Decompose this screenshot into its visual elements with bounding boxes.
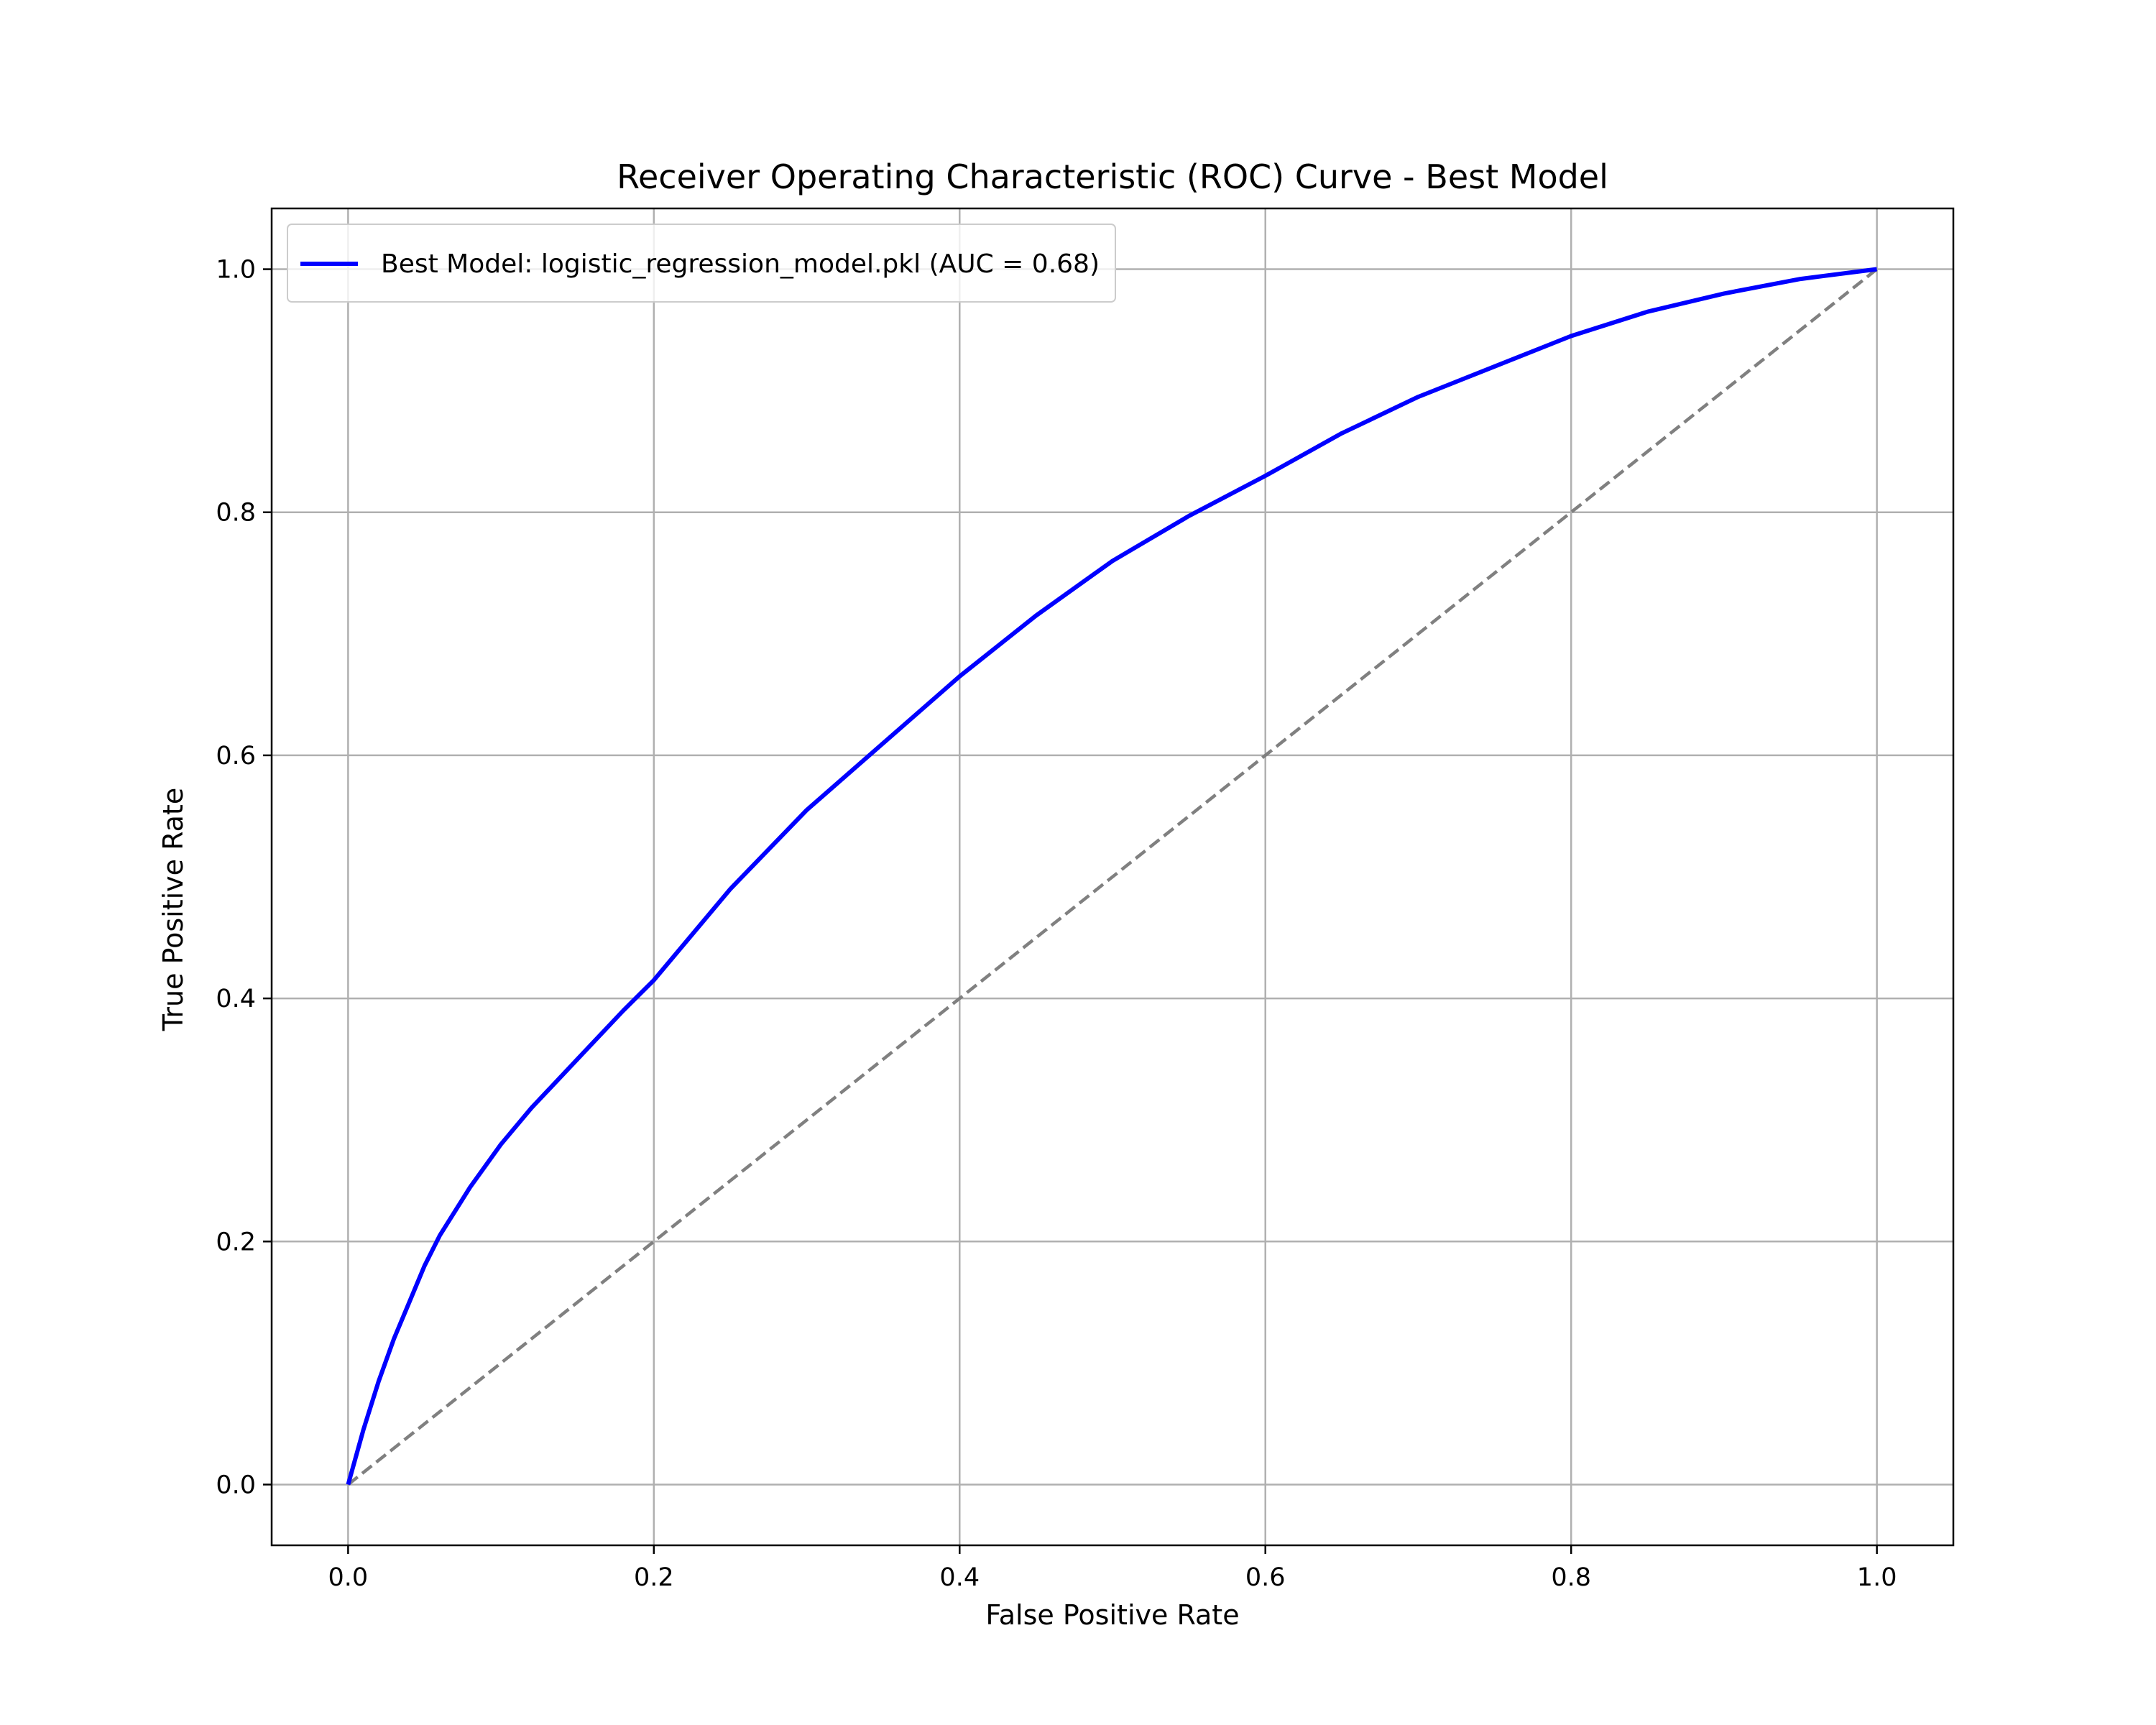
legend-box xyxy=(287,224,1116,303)
grid xyxy=(272,208,1953,1545)
x-tick-label: 0.2 xyxy=(634,1563,674,1592)
y-tick-label: 0.2 xyxy=(216,1228,256,1256)
y-tick-label: 0.4 xyxy=(216,985,256,1013)
y-tick-label: 0.0 xyxy=(216,1471,256,1499)
roc-curve-best-model xyxy=(346,267,1877,1486)
x-axis-label: False Positive Rate xyxy=(985,1599,1239,1631)
x-tick-label: 0.0 xyxy=(328,1563,369,1592)
x-tick-label: 0.4 xyxy=(939,1563,980,1592)
legend: Best Model: logistic_regression_model.pk… xyxy=(287,224,1116,303)
x-tick-label: 0.6 xyxy=(1245,1563,1286,1592)
chart-title: Receiver Operating Characteristic (ROC) … xyxy=(617,157,1608,196)
plot-area-frame xyxy=(270,207,1955,1547)
x-tick-label: 1.0 xyxy=(1857,1563,1897,1592)
y-axis-label: True Positive Rate xyxy=(157,788,189,1032)
series-layer xyxy=(346,267,1879,1486)
x-tick-label: 0.8 xyxy=(1551,1563,1591,1592)
y-tick-label: 0.8 xyxy=(216,499,256,528)
y-tick-label: 0.6 xyxy=(216,742,256,770)
legend-label-best-model: Best Model: logistic_regression_model.pk… xyxy=(381,249,1100,279)
y-tick-label: 1.0 xyxy=(216,256,256,285)
random-guess-diagonal xyxy=(346,267,1879,1486)
axis-ticks: 0.0 0.2 0.4 0.6 0.8 1.0 0.0 0.2 0.4 0.6 0.8 1.0 xyxy=(216,256,1897,1592)
